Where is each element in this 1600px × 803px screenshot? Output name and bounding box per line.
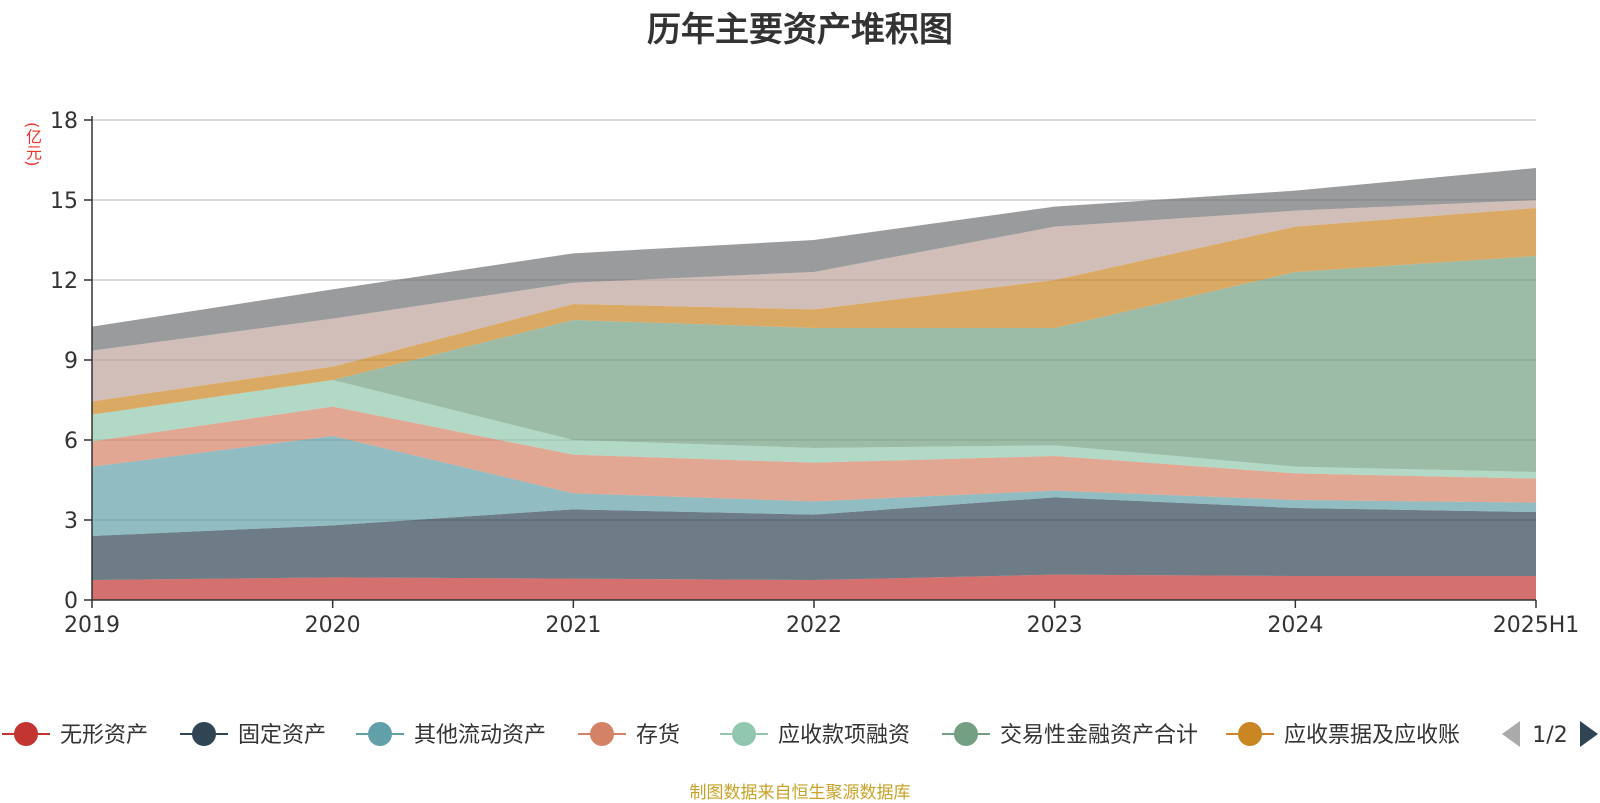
area-6[interactable]	[92, 256, 1536, 472]
area-2[interactable]	[92, 497, 1536, 580]
x-tick-label: 2025H1	[1493, 613, 1580, 638]
legend-circle-icon	[14, 722, 38, 746]
legend-circle-icon	[732, 722, 756, 746]
legend-page-indicator: 1/2	[1532, 723, 1567, 748]
source-note: 制图数据来自恒生聚源数据库	[689, 783, 911, 803]
x-tick-label: 2019	[64, 613, 120, 638]
y-tick-label: 0	[64, 589, 78, 614]
x-tick-label: 2024	[1267, 613, 1323, 638]
area-3[interactable]	[92, 436, 1536, 536]
y-axis-unit: (亿元)	[23, 122, 42, 167]
area-5[interactable]	[92, 380, 1536, 479]
axes: 0 3 6 9 12 15 18 2019 2020 2021 2022 2023 2024 2025H1	[50, 109, 1579, 638]
legend-item[interactable]: 存货	[578, 722, 680, 748]
area-7[interactable]	[92, 208, 1536, 415]
prev-page-arrow-icon[interactable]	[1502, 721, 1520, 747]
legend-item[interactable]: 应收票据及应收账	[1226, 722, 1460, 748]
legend-label: 其他流动资产	[414, 723, 546, 748]
area-8[interactable]	[92, 200, 1536, 402]
area-4[interactable]	[92, 406, 1536, 503]
legend-circle-icon	[954, 722, 978, 746]
y-tick-label: 9	[64, 349, 78, 374]
y-tick-label: 18	[50, 109, 78, 134]
legend-label: 固定资产	[238, 723, 326, 748]
legend-label: 无形资产	[60, 723, 148, 748]
legend-circle-icon	[1238, 722, 1262, 746]
legend-label: 应收款项融资	[778, 723, 910, 748]
y-tick-label: 15	[50, 189, 78, 214]
legend-item[interactable]: 固定资产	[180, 722, 326, 748]
area-9[interactable]	[92, 168, 1536, 351]
legend-label: 存货	[636, 723, 680, 748]
chart-title: 历年主要资产堆积图	[647, 10, 953, 50]
legend: 无形资产 固定资产 其他流动资产 存货 应收款项融资 交易性金融资产合计 应收票据及应收账 1…	[2, 721, 1598, 748]
legend-circle-icon	[590, 722, 614, 746]
legend-item[interactable]: 交易性金融资产合计	[942, 722, 1198, 748]
legend-item[interactable]: 无形资产	[2, 722, 148, 748]
legend-label: 应收票据及应收账	[1284, 723, 1460, 748]
x-tick-label: 2020	[305, 613, 361, 638]
y-tick-label: 3	[64, 509, 78, 534]
x-tick-label: 2021	[545, 613, 601, 638]
area-1[interactable]	[92, 574, 1536, 600]
legend-item[interactable]: 应收款项融资	[720, 722, 910, 748]
legend-pager: 1/2	[1502, 721, 1598, 748]
legend-circle-icon	[192, 722, 216, 746]
legend-circle-icon	[368, 722, 392, 746]
y-tick-label: 12	[50, 269, 78, 294]
legend-label: 交易性金融资产合计	[1000, 723, 1198, 748]
y-tick-label: 6	[64, 429, 78, 454]
x-tick-label: 2023	[1027, 613, 1083, 638]
legend-item[interactable]: 其他流动资产	[356, 722, 546, 748]
x-tick-label: 2022	[786, 613, 842, 638]
area-series	[92, 168, 1536, 600]
next-page-arrow-icon[interactable]	[1580, 721, 1598, 747]
